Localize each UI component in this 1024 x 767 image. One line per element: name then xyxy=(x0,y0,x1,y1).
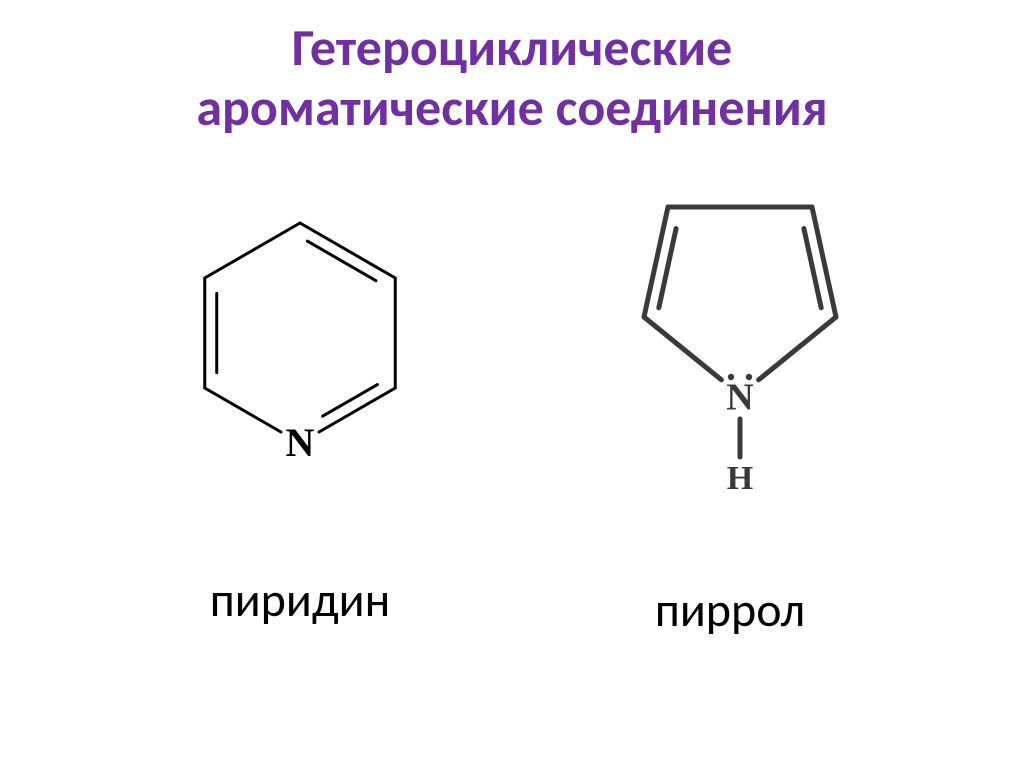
title-line-2: ароматические соединения xyxy=(0,78,1024,138)
pyrrole-svg: NH xyxy=(610,167,870,507)
svg-text:H: H xyxy=(727,460,753,497)
pyrrole-structure: NH xyxy=(610,167,870,507)
svg-text:N: N xyxy=(726,377,753,419)
slide-title: Гетероциклические ароматические соединен… xyxy=(0,18,1024,138)
pyridine-label: пиридин xyxy=(140,570,460,629)
slide: Гетероциклические ароматические соединен… xyxy=(0,0,1024,767)
svg-text:N: N xyxy=(286,420,315,465)
pyridine-svg: N xyxy=(170,175,430,495)
title-line-1: Гетероциклические xyxy=(0,18,1024,78)
pyridine-structure: N xyxy=(170,175,430,495)
pyrrole-label: пиррол xyxy=(570,580,890,639)
molecules-area: N N H xyxy=(0,175,1024,605)
